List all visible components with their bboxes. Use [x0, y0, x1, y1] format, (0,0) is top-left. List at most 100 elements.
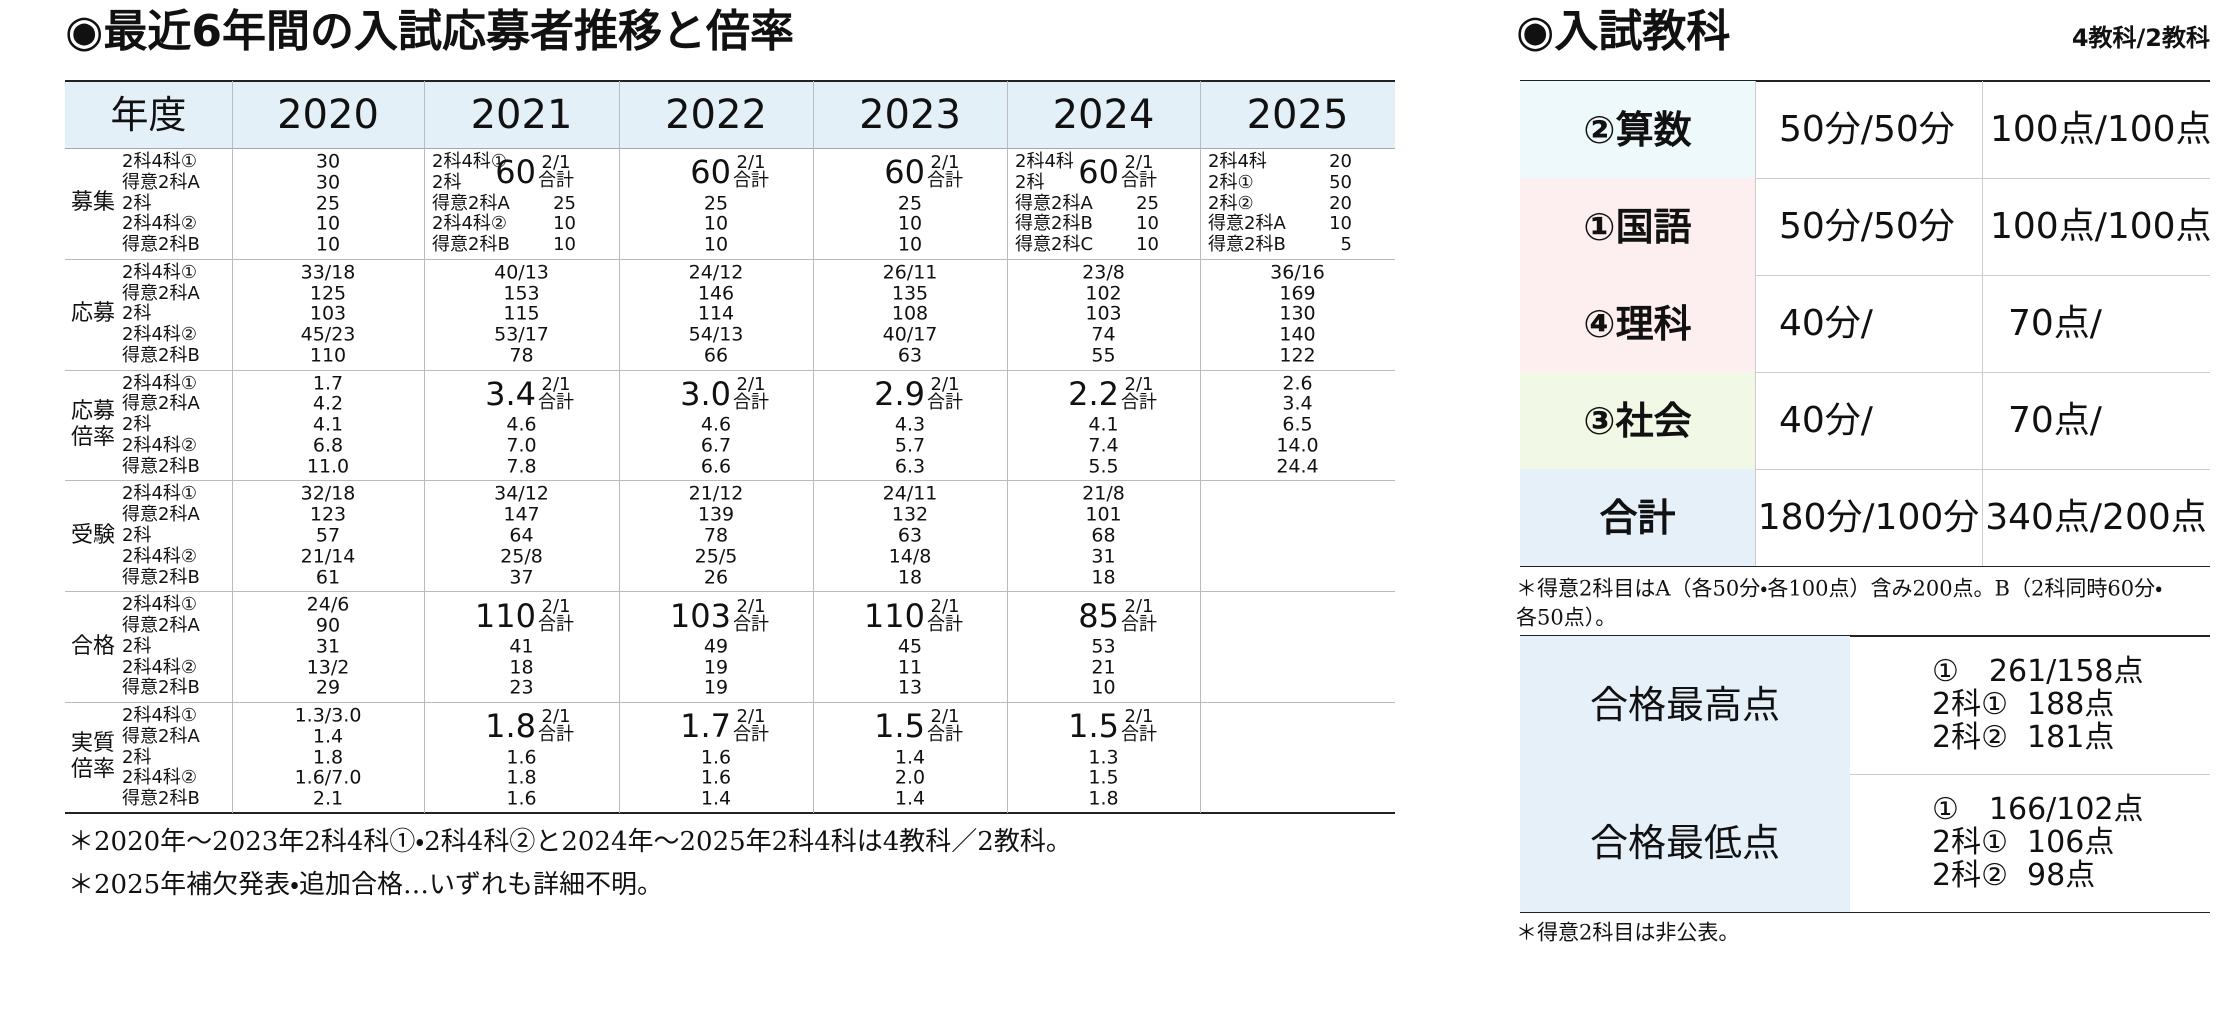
row-rule: [1520, 275, 2210, 276]
cell-value: 1.8: [1088, 787, 1119, 810]
cell-value: 11: [897, 656, 923, 679]
cell-value: 6.6: [700, 455, 732, 478]
cell-value: 103: [309, 302, 347, 325]
group-label: 応募: [70, 301, 116, 327]
cell-value: 21/12: [688, 482, 744, 505]
total-value: 60: [495, 153, 536, 192]
cell-value: 125: [309, 282, 347, 305]
sub-label: 得意2科B: [122, 234, 200, 256]
total-value: 103: [669, 596, 731, 635]
group-label: 合格: [70, 633, 116, 659]
cell-value: 74: [1091, 323, 1116, 346]
total-note: 2/1: [736, 706, 766, 728]
cell-value: 21: [1091, 656, 1116, 679]
cell-value: 10: [315, 233, 341, 256]
cell-value: 14.0: [1276, 434, 1319, 457]
cell-label: 得意2科C: [1015, 234, 1094, 256]
total-note: 合計: [538, 170, 574, 192]
score-value: ① 261/158点: [1932, 654, 2144, 689]
year: 2024: [1052, 91, 1155, 138]
group-rule: [65, 702, 1395, 703]
group-rule: [65, 369, 1395, 371]
subject-cell-bg: [1520, 372, 1755, 469]
cell-value: 153: [503, 282, 540, 305]
cell-value: 11.0: [306, 455, 350, 478]
total-value: 110: [474, 596, 536, 635]
col-rule: [232, 81, 233, 813]
cell-label: 得意2科A: [1015, 192, 1093, 214]
cell-value: 110: [309, 344, 347, 367]
cell-value: 169: [1279, 282, 1316, 305]
col-rule: [1982, 81, 1983, 566]
cell-value: 147: [503, 503, 540, 526]
row-rule: [1520, 774, 2210, 775]
sub-label: 2科: [122, 635, 152, 657]
total-note: 2/1: [541, 152, 571, 174]
score-label: 合格最高点: [1589, 683, 1781, 727]
sub-label: 得意2科B: [122, 788, 200, 810]
cell-value: 53: [1091, 635, 1116, 658]
subject-value: 50分/50分: [1779, 108, 1955, 150]
cell-value: 140: [1279, 323, 1316, 346]
cell-value: 21/8: [1082, 482, 1125, 505]
group-label: 実質: [70, 731, 116, 757]
col-rule: [1007, 81, 1008, 813]
total-note: 合計: [927, 724, 963, 746]
cell-value: 18: [1091, 566, 1116, 589]
total-note: 合計: [733, 613, 769, 635]
cell-value: 19: [703, 656, 729, 679]
cell-value: 13/2: [306, 656, 350, 679]
cell-value: 20: [1329, 151, 1352, 172]
cell-value: 63: [897, 524, 923, 547]
cell-value: 24.4: [1276, 455, 1319, 478]
group-rule: [65, 480, 1395, 482]
cell-value: 10: [897, 212, 923, 235]
group-label: 倍率: [70, 757, 116, 783]
cell-value: 10: [553, 213, 576, 235]
score-value: 2科① 106点: [1932, 825, 2115, 860]
cell-value: 102: [1085, 282, 1122, 305]
sub-label: 2科4科②: [122, 545, 198, 567]
cell-value: 24/6: [306, 593, 350, 616]
note: 各50点）。: [1516, 605, 1617, 630]
cell-value: 7.0: [506, 434, 537, 457]
sub-label: 2科4科②: [122, 656, 198, 678]
cell-value: 10: [703, 233, 729, 256]
total-value: 85: [1078, 596, 1119, 635]
cell-value: 25: [1136, 192, 1159, 214]
cell-value: 18: [509, 656, 534, 679]
cell-label: 得意2科A: [432, 192, 510, 214]
cell-value: 26: [703, 566, 729, 589]
sub-label: 得意2科B: [122, 345, 200, 366]
cell-label: 2科: [432, 171, 462, 193]
sub-label: 得意2科B: [122, 566, 200, 588]
total-note: 合計: [538, 392, 574, 413]
cell-value: 108: [891, 302, 929, 325]
cell-value: 1.3: [1088, 746, 1119, 769]
cell-value: 19: [703, 676, 729, 699]
cell-value: 33/18: [300, 261, 356, 284]
corner: 年度: [110, 92, 187, 137]
group-label: 募集: [70, 190, 116, 216]
total-value: 2.2: [1068, 375, 1119, 413]
cell-value: 122: [1279, 344, 1316, 367]
cell-value: 2.1: [312, 787, 344, 810]
sub-label: 2科4科①: [122, 594, 198, 616]
cell-value: 25: [553, 192, 576, 214]
sub-label: 得意2科A: [122, 171, 200, 193]
subject-value: 100点/100点: [1990, 205, 2212, 247]
cell-value: 23/8: [1082, 261, 1125, 284]
subject: ①国語: [1583, 204, 1692, 249]
cell-label: 得意2科A: [1208, 213, 1286, 235]
cell-value: 132: [891, 503, 929, 526]
score-value: 2科② 98点: [1932, 858, 2096, 893]
cell-value: 139: [697, 503, 735, 526]
cell-value: 68: [1091, 524, 1116, 547]
subject-value: 70点/: [2008, 399, 2102, 441]
cell-value: 32/18: [300, 482, 356, 505]
total-note: 2/1: [1124, 595, 1154, 617]
year: 2025: [1246, 91, 1349, 138]
total-note: 2/1: [1124, 706, 1154, 728]
subject-cell-bg: [1520, 81, 1755, 178]
